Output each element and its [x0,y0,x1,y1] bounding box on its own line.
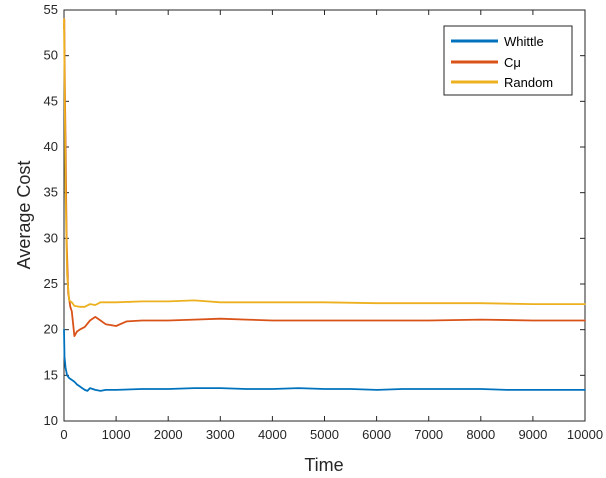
legend: Whittle Cμ Random [443,25,573,96]
legend-label-cmu: Cμ [504,55,521,70]
series-line-whittle [63,328,586,392]
x-tick-label: 2000 [154,427,183,442]
y-tick-label: 55 [44,2,58,17]
y-tick-label: 45 [44,93,58,108]
x-tick-label: 5000 [310,427,339,442]
series-line-random [63,18,586,308]
series-layer [63,18,586,392]
y-tick-label: 30 [44,230,58,245]
y-tick-label: 10 [44,413,58,428]
x-tick-label: 10000 [567,427,603,442]
y-tick-label: 20 [44,322,58,337]
x-tick-label: 8000 [466,427,495,442]
x-tick-label: 0 [60,427,67,442]
x-axis-title: Time [304,455,343,475]
x-tick-label: 9000 [518,427,547,442]
y-tick-label: 35 [44,185,58,200]
axis-ticks: 0 1000 2000 3000 4000 5000 6000 7000 8000 9000 100… [44,2,604,442]
legend-label-random: Random [504,75,553,90]
y-tick-label: 25 [44,276,58,291]
legend-label-whittle: Whittle [504,34,544,49]
y-tick-label: 40 [44,139,58,154]
x-tick-label: 7000 [414,427,443,442]
y-tick-label: 15 [44,367,58,382]
x-tick-label: 6000 [362,427,391,442]
y-axis-title: Average Cost [14,161,34,270]
x-tick-label: 3000 [206,427,235,442]
x-tick-label: 4000 [258,427,287,442]
x-tick-label: 1000 [102,427,131,442]
y-tick-label: 50 [44,48,58,63]
